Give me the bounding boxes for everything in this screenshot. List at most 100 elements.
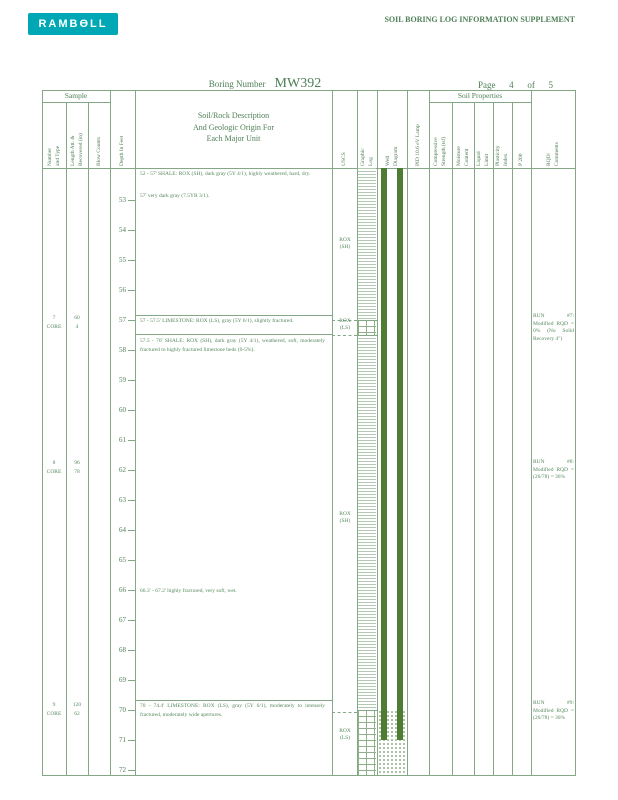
description-entry: 70 - 74.4' LIMESTONE: ROX (LS), gray (5Y… <box>140 703 325 718</box>
of-label: of <box>527 80 535 90</box>
header-line: Liquid <box>476 151 482 166</box>
grid-line <box>512 102 513 775</box>
sample-attempted: 96 <box>74 460 80 466</box>
sample-number: 9 <box>52 702 56 708</box>
leader-dash-line <box>332 335 357 336</box>
boring-number-label: Boring Number <box>208 79 266 89</box>
depth-tick: 66 <box>119 586 126 594</box>
page-label: Page <box>478 80 496 90</box>
header-line: And Geologic Origin For <box>192 122 275 132</box>
sample-recovered: 62 <box>74 710 80 717</box>
well-seal-right <box>397 168 403 740</box>
grid-line <box>377 90 378 775</box>
sample-number-type: 7 CORE <box>43 314 65 331</box>
logo-barred-o: Ɵ <box>79 18 91 30</box>
header-line: RQD/ <box>546 152 552 166</box>
grid-line <box>452 102 453 775</box>
logo-text-post: LL <box>90 18 108 30</box>
depth-tick: 53 <box>119 196 126 204</box>
col-header-p200: P 200 <box>518 153 524 166</box>
sample-type: CORE <box>46 710 62 717</box>
rqd-comment: RUN #9: Modified RQD = (26/78) = 36% <box>533 700 574 721</box>
header-line: Length Att. & <box>70 135 76 166</box>
sample-recovered: 4 <box>75 323 79 330</box>
col-header-depth: Depth In Feet <box>119 135 125 166</box>
description-entry: 57' very dark gray (7.5YR 3/1). <box>140 193 210 199</box>
col-header-moisture-content: Moisture Content <box>455 96 471 166</box>
depth-tick: 54 <box>119 226 126 234</box>
depth-tick: 57 <box>119 316 126 324</box>
sample-type: CORE <box>46 323 62 330</box>
grid-line <box>429 90 430 775</box>
description-entry: 57 - 57.5' LIMESTONE: ROX (LS), gray (5Y… <box>140 318 294 324</box>
leader-dash-line <box>332 712 357 713</box>
grid-line <box>88 102 89 775</box>
col-header-graphic-log: Graphic Log <box>359 96 375 166</box>
unit-boundary-line <box>135 700 332 701</box>
header-line: Soil/Rock Description <box>197 111 270 120</box>
header-line: Well <box>385 155 391 166</box>
grid-line <box>531 90 532 775</box>
leader-dash-line <box>332 320 357 321</box>
col-header-pid: PID 10.6 eV Lamp <box>415 124 421 166</box>
col-header-liquid-limit: Liquid Limit <box>475 96 491 166</box>
col-header-number-and-type: Number and Type <box>46 96 64 166</box>
header-line: Each Major Unit <box>206 134 261 143</box>
page-indicator: Page 4 of 5 <box>478 80 553 90</box>
header-line: Recovered (in) <box>78 133 84 166</box>
depth-tick: 61 <box>119 436 126 444</box>
header-line: Limit <box>484 153 490 166</box>
grid-line <box>42 168 576 169</box>
col-header-length-att: Length Att. & Recovered (in) <box>69 96 87 166</box>
unit-boundary-line <box>135 334 332 335</box>
header-line: Graphic <box>360 148 366 166</box>
unit-boundary-line <box>135 315 332 316</box>
depth-tick: 56 <box>119 286 126 294</box>
rqd-comment: RUN #7: Modified RQD = 0% (No Solid Reco… <box>533 313 574 342</box>
sample-attempted: 120 <box>72 702 82 708</box>
grid-line <box>42 102 110 103</box>
unit-boundary-line <box>357 710 377 711</box>
sample-number: 8 <box>52 460 56 466</box>
grid-line <box>66 102 67 775</box>
uscs-label: ROX (LS) <box>339 318 351 331</box>
uscs-label: ROX (SH) <box>339 511 351 524</box>
boring-number-value: MW392 <box>274 76 322 91</box>
graphic-log-limestone <box>358 710 376 775</box>
col-header-plasticity-index: Plasticity Index <box>494 96 510 166</box>
sample-recovered: 78 <box>74 468 80 475</box>
page-number: 4 <box>509 80 514 90</box>
col-header-rqd-comments: RQD/ Comments <box>545 96 561 166</box>
depth-tick: 67 <box>119 616 126 624</box>
grid-line <box>575 90 576 775</box>
grid-line <box>110 90 111 775</box>
header-line: Comments <box>554 142 560 166</box>
col-header-compressive-strength: Compressive Strength (tsf) <box>432 96 448 166</box>
depth-tick: 71 <box>119 736 126 744</box>
header-line: Moisture <box>456 146 462 166</box>
grid-line <box>332 90 333 775</box>
sample-group-header: Sample <box>64 91 88 100</box>
depth-tick: 72 <box>119 766 126 774</box>
col-header-blow-counts: Blow Counts <box>96 137 102 166</box>
depth-tick: 69 <box>119 676 126 684</box>
sample-length: 60 4 <box>67 314 87 331</box>
grid-line <box>429 102 531 103</box>
depth-tick: 65 <box>119 556 126 564</box>
unit-boundary-line <box>357 335 377 336</box>
sample-number: 7 <box>52 315 56 321</box>
boring-number-line: Boring Number MW392 <box>140 74 390 92</box>
graphic-log-limestone <box>358 320 376 335</box>
depth-tick: 63 <box>119 496 126 504</box>
sample-attempted: 60 <box>74 315 80 321</box>
description-entry: 66.3' - 67.2' highly fractured, very sof… <box>140 588 237 594</box>
depth-tick: 68 <box>119 646 126 654</box>
header-line: Log <box>368 157 374 166</box>
sample-number-type: 8 CORE <box>43 459 65 476</box>
grid-line <box>493 102 494 775</box>
sample-length: 96 78 <box>67 459 87 476</box>
col-header-well-diagram: Well Diagram <box>384 96 400 166</box>
rqd-comment: RUN #8: Modified RQD = (26/78) = 36% <box>533 459 574 480</box>
document-title: SOIL BORING LOG INFORMATION SUPPLEMENT <box>384 15 575 24</box>
